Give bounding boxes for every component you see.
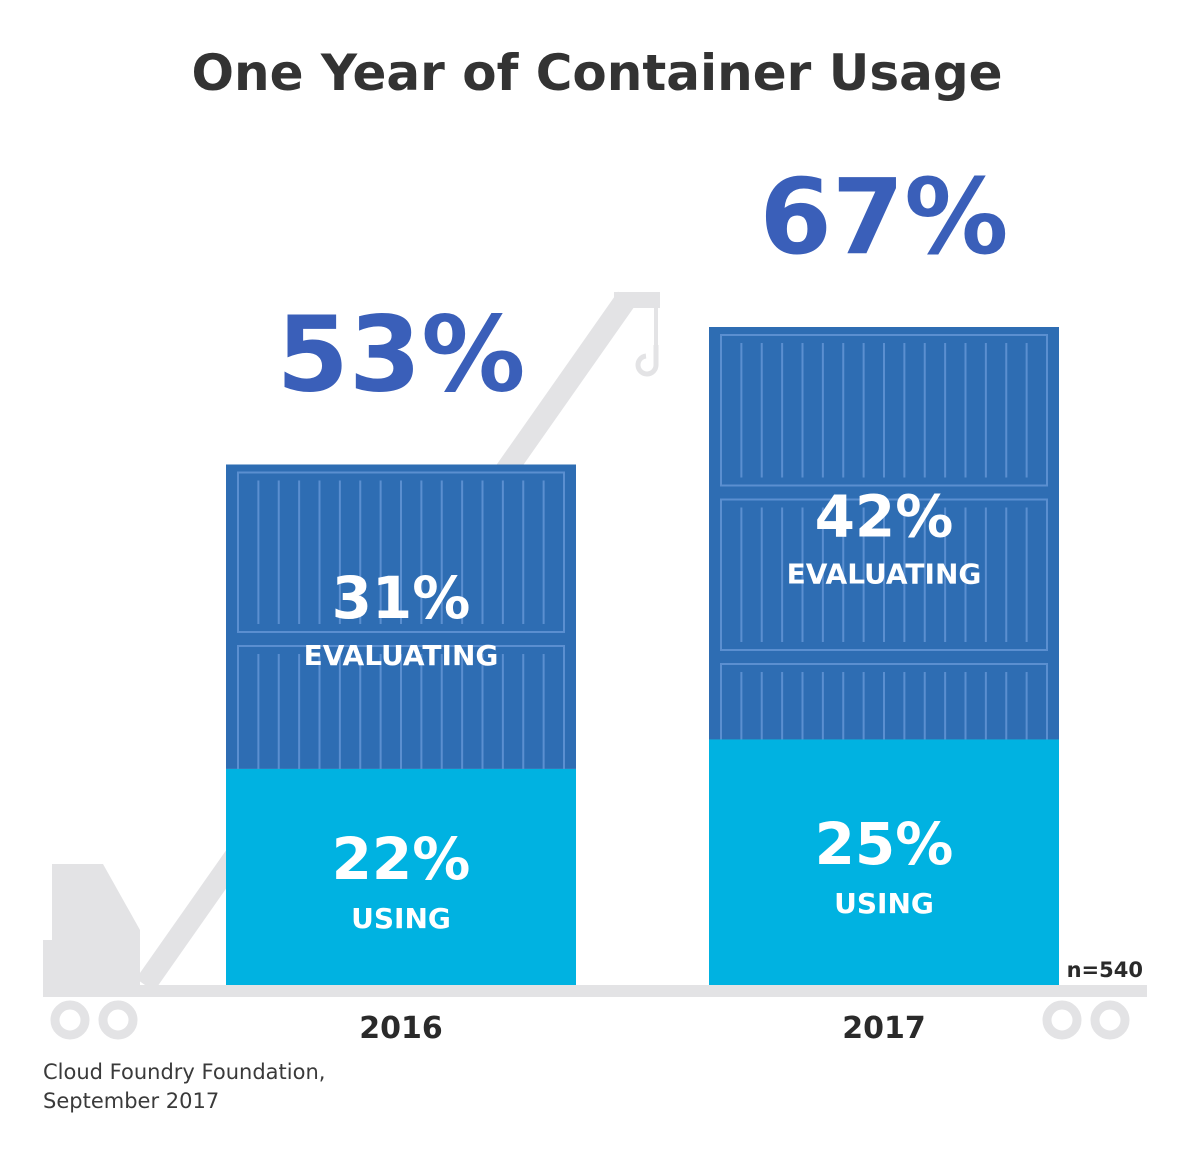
container-frame (720, 498, 1048, 651)
bar-total-label: 67% (760, 156, 1009, 278)
sample-size-note: n=540 (1067, 958, 1143, 982)
source-line-1: Cloud Foundry Foundation, (43, 1060, 325, 1084)
bar-segment-using (709, 739, 1059, 985)
wheel-icon (1042, 1000, 1082, 1040)
evaluating-series-label: EVALUATING (304, 639, 499, 672)
bars-layer: 53% 31% EVALUATING 22% USING 2016 67% 42% EVALUA… (226, 156, 1059, 1046)
bar-segment-using (226, 768, 576, 985)
container-frame (720, 334, 1048, 487)
using-value-label: 22% (332, 825, 471, 893)
using-series-label: USING (351, 902, 451, 935)
container-panel (720, 334, 1048, 487)
bar-total-label: 53% (277, 293, 526, 415)
chart-title: One Year of Container Usage (191, 44, 1002, 102)
container-frame (237, 471, 565, 633)
crane-hook-icon (635, 345, 659, 377)
wheel-icon (98, 1000, 138, 1040)
using-value-label: 25% (815, 810, 954, 878)
truck-deck (43, 985, 1147, 997)
evaluating-value-label: 31% (332, 564, 471, 632)
container-panel (237, 471, 565, 633)
evaluating-series-label: EVALUATING (787, 557, 982, 590)
crane-boom-tip (614, 292, 660, 308)
container-panel (720, 498, 1048, 651)
wheel-icon (50, 1000, 90, 1040)
using-series-label: USING (834, 887, 934, 920)
truck-cab (43, 864, 140, 995)
evaluating-value-label: 42% (815, 482, 954, 550)
wheel-icon (1090, 1000, 1130, 1040)
source-line-2: September 2017 (43, 1089, 219, 1113)
x-tick-label: 2017 (842, 1011, 926, 1046)
x-tick-label: 2016 (359, 1011, 443, 1046)
